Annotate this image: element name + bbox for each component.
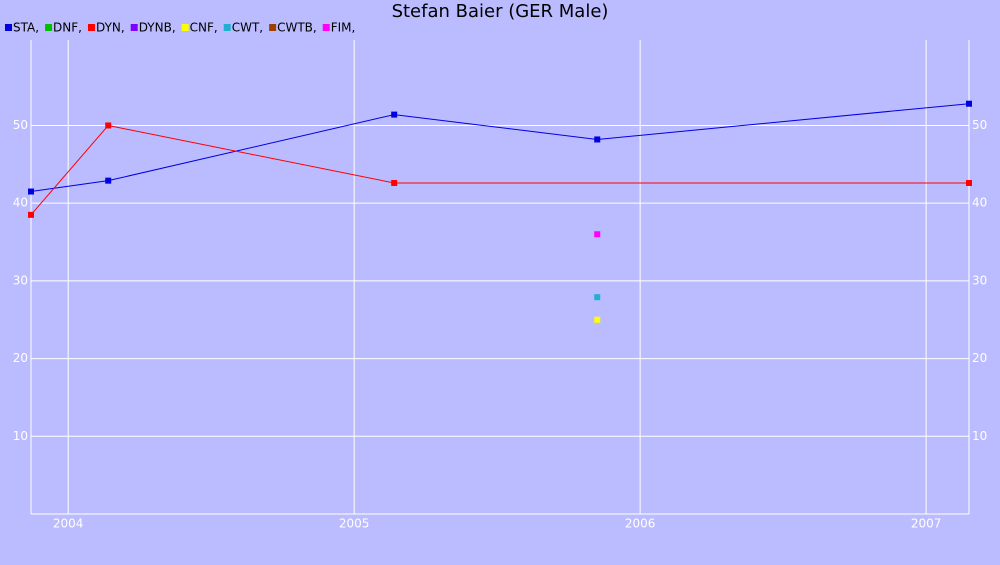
data-point [966, 100, 972, 107]
data-point [28, 188, 34, 195]
y-tick-label: 50 [13, 118, 28, 132]
y2-tick-label: 30 [972, 273, 987, 287]
y-tick-label: 40 [13, 196, 28, 210]
x-tick-label: 2007 [911, 517, 942, 531]
data-point [594, 316, 601, 323]
data-point [594, 231, 601, 238]
y2-tick-label: 50 [972, 118, 987, 132]
legend-swatch [322, 24, 330, 31]
y-tick-label: 10 [13, 429, 28, 443]
data-point [966, 179, 972, 186]
data-point [391, 111, 398, 118]
y2-tick-label: 20 [972, 351, 987, 365]
data-point [105, 177, 112, 184]
legend-swatch [87, 24, 95, 31]
x-tick-label: 2006 [625, 517, 656, 531]
series-line [30, 124, 969, 216]
data-point [28, 211, 34, 218]
legend-label: CWTB, [277, 21, 317, 35]
data-point [391, 179, 398, 186]
legend-label: DYN, [96, 21, 125, 35]
data-point [594, 294, 601, 301]
legend-label: DYNB, [139, 21, 176, 35]
y-tick-label: 20 [13, 351, 28, 365]
legend-label: DNF, [53, 21, 82, 35]
legend-label: FIM, [331, 21, 356, 35]
legend-swatch [223, 24, 231, 31]
legend-label: CNF, [190, 21, 218, 35]
legend-swatch [269, 24, 277, 31]
y2-tick-label: 10 [972, 429, 987, 443]
legend-swatch [5, 24, 12, 31]
legend-label: CWT, [232, 21, 263, 35]
legend-label: STA, [13, 21, 39, 35]
x-tick-label: 2004 [53, 517, 84, 531]
data-point [594, 136, 601, 143]
legend-swatch [45, 24, 53, 31]
y2-tick-label: 40 [972, 196, 987, 210]
y-tick-label: 30 [13, 273, 28, 287]
legend-swatch [181, 24, 189, 31]
chart-title: Stefan Baier (GER Male) [392, 1, 609, 22]
x-tick-label: 2005 [339, 517, 370, 531]
legend-swatch [130, 24, 138, 31]
data-point [105, 122, 112, 129]
